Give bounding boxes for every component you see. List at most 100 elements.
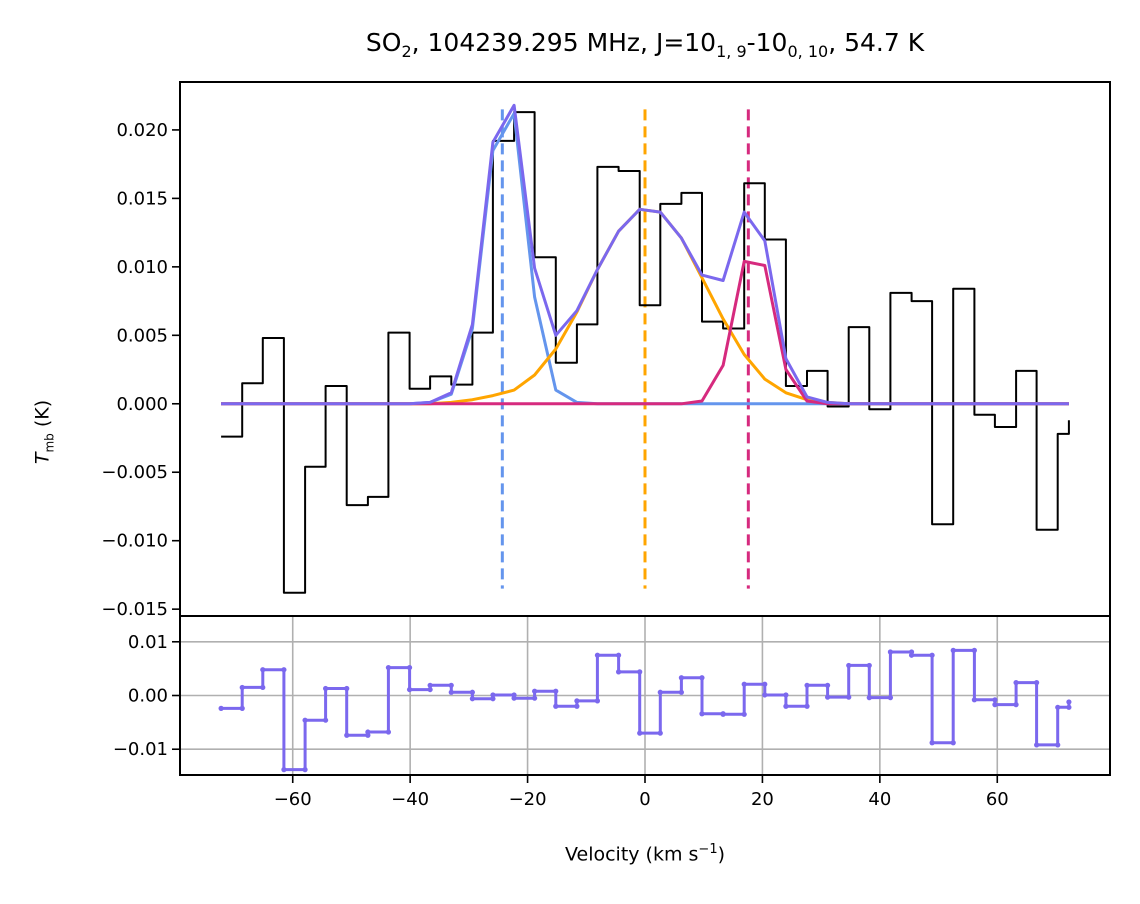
residual-marker	[594, 652, 601, 658]
residual-marker	[678, 689, 685, 695]
residual-y-tick-label: 0.00	[128, 686, 168, 707]
residual-marker	[783, 703, 789, 709]
residual-marker	[846, 662, 852, 669]
spectrum-y-tick-label: 0.000	[116, 394, 168, 415]
x-tick-label: −20	[509, 789, 547, 810]
residual-marker	[992, 697, 998, 703]
residual-marker	[239, 684, 245, 691]
residual-marker	[490, 696, 496, 702]
component-center-lines	[500, 109, 750, 589]
residual-marker	[490, 692, 496, 698]
residual-marker	[469, 696, 475, 702]
residual-marker	[615, 652, 622, 658]
spectrum-series	[221, 103, 1070, 594]
residual-marker	[406, 664, 413, 671]
residual-marker	[1055, 742, 1061, 748]
residual-marker	[804, 682, 810, 688]
residual-marker	[1034, 680, 1040, 686]
residual-marker	[783, 692, 789, 698]
residual-marker	[678, 675, 685, 681]
residual-marker	[637, 669, 643, 675]
x-tick-label: 0	[639, 789, 650, 810]
spectrum-panel: −0.015 −0.010 −0.005 0.000 0.005 0.010 0.015 0.…	[101, 81, 1111, 620]
residual-marker	[762, 692, 768, 698]
residual-grid	[180, 616, 1110, 775]
residual-marker	[908, 652, 915, 658]
residual-marker	[218, 705, 224, 711]
x-tick-label: −40	[391, 789, 429, 810]
residual-marker	[929, 740, 935, 746]
residual-marker	[1013, 702, 1019, 708]
spectrum-y-ticks: −0.015 −0.010 −0.005 0.000 0.005 0.010 0.015 0.…	[101, 120, 180, 620]
residual-marker	[657, 730, 663, 736]
residual-marker	[741, 681, 747, 687]
residual-axes-frame	[179, 615, 1111, 776]
spectrum-y-tick-label: −0.005	[101, 462, 168, 483]
residual-marker	[260, 667, 266, 673]
x-tick-label: 20	[751, 789, 774, 810]
residual-marker	[971, 697, 977, 703]
residual-marker	[406, 686, 413, 693]
residual-marker	[971, 647, 977, 653]
residual-marker	[699, 711, 705, 717]
residual-marker	[344, 685, 350, 692]
residual-marker	[302, 767, 308, 773]
chart-title: SO2, 104239.295 MHz, J=101, 9-100, 10, 5…	[365, 28, 925, 61]
residual-marker	[260, 684, 266, 691]
residual-y-tick-label: −0.01	[113, 739, 168, 760]
residual-marker	[344, 732, 350, 738]
x-tick-label: −60	[274, 789, 312, 810]
residual-marker	[281, 667, 287, 673]
residual-y-ticks: −0.01 0.00 0.01	[113, 632, 180, 760]
residual-marker	[824, 682, 831, 688]
residual-marker	[657, 689, 663, 695]
residual-marker	[448, 682, 454, 688]
residual-marker	[846, 694, 852, 700]
residual-panel: −0.01 0.00 0.01 −60 −40 −20 0 20 40 60	[113, 615, 1111, 810]
residual-marker	[385, 729, 392, 735]
residual-marker	[699, 675, 705, 681]
residual-marker	[950, 740, 956, 746]
residual-marker	[302, 717, 308, 723]
residual-marker	[385, 664, 392, 671]
residual-marker	[637, 730, 643, 736]
residual-x-ticks: −60 −40 −20 0 20 40 60	[274, 775, 1009, 810]
residual-marker	[365, 729, 371, 735]
residual-marker	[887, 695, 894, 701]
residual-y-tick-label: 0.01	[128, 632, 168, 653]
residual-marker	[427, 686, 433, 693]
residual-marker	[553, 703, 559, 709]
residual-marker	[574, 698, 580, 704]
observed-spectrum-step	[221, 111, 1070, 594]
residual-marker	[929, 652, 935, 658]
residual-marker	[824, 694, 831, 700]
residual-marker	[887, 649, 894, 655]
x-tick-label: 60	[986, 789, 1009, 810]
residual-marker	[532, 695, 538, 701]
x-tick-label: 40	[868, 789, 891, 810]
residual-marker	[323, 717, 329, 723]
residual-marker	[741, 711, 747, 717]
residual-marker	[866, 662, 872, 669]
spectrum-y-tick-label: −0.010	[101, 531, 168, 552]
spectrum-y-tick-label: 0.015	[116, 188, 168, 209]
residual-marker	[992, 702, 998, 708]
residual-marker	[594, 698, 601, 704]
spectrum-y-tick-label: −0.015	[101, 599, 168, 620]
residual-marker	[1034, 742, 1040, 748]
spectrum-y-tick-label: 0.020	[116, 120, 168, 141]
residual-marker	[1066, 704, 1072, 710]
residual-marker	[1066, 699, 1072, 705]
residual-marker	[762, 681, 768, 687]
residual-marker	[574, 703, 580, 709]
residual-marker	[427, 682, 433, 688]
residual-marker	[950, 647, 956, 653]
residual-marker	[448, 689, 454, 695]
residual-marker	[281, 767, 287, 773]
residual-marker	[1055, 704, 1061, 710]
residual-marker	[804, 703, 810, 709]
residual-marker	[553, 688, 559, 694]
component-1-fit-line	[221, 112, 1069, 406]
residual-marker	[511, 695, 517, 701]
